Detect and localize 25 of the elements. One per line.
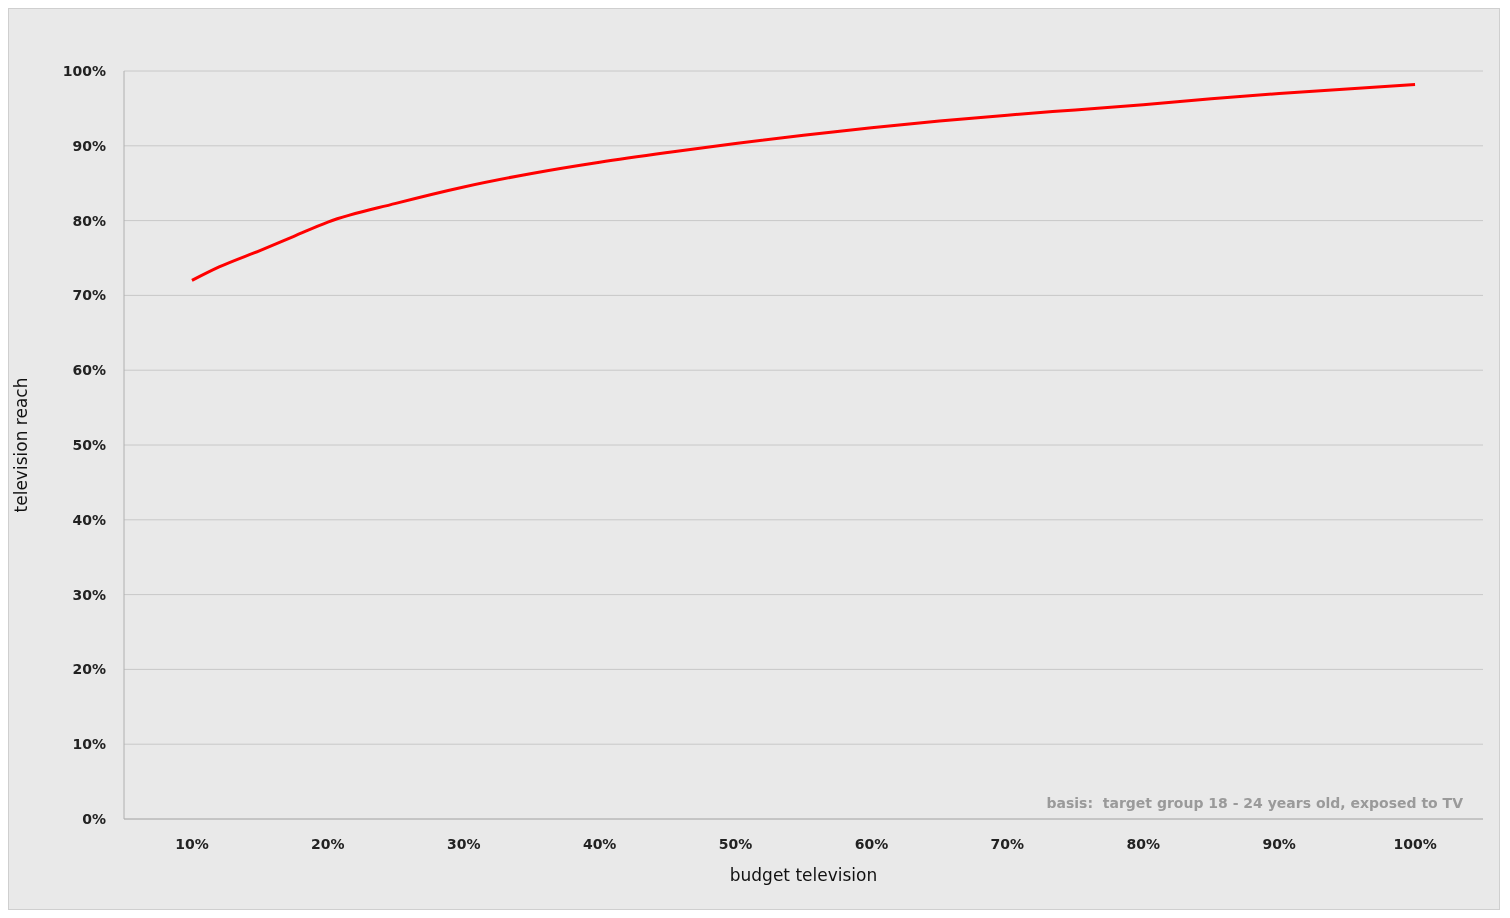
y-tick-label: 40%	[72, 511, 106, 528]
x-tick-label: 70%	[990, 835, 1025, 852]
x-tick-label: 50%	[718, 835, 753, 852]
line-series	[190, 82, 1417, 282]
y-tick-label: 100%	[62, 62, 106, 79]
x-tick-label: 80%	[1126, 835, 1161, 852]
y-tick-label: 90%	[72, 137, 106, 154]
y-tick-label: 50%	[72, 436, 106, 453]
x-axis-title: budget television	[729, 865, 878, 885]
y-tick-label: 80%	[72, 212, 106, 229]
x-tick-label: 90%	[1262, 835, 1296, 852]
y-tick-label: 30%	[72, 586, 106, 603]
x-tick-label: 60%	[854, 835, 889, 852]
y-tick-label: 0%	[82, 810, 106, 827]
x-tick-label: 20%	[311, 835, 345, 852]
x-tick-label: 100%	[1393, 835, 1437, 852]
x-tick-label: 10%	[175, 835, 209, 852]
y-tick-label: 20%	[72, 661, 106, 678]
x-tick-label: 30%	[446, 835, 481, 852]
y-tick-label: 70%	[72, 287, 106, 304]
y-axis-title: television reach	[11, 377, 32, 513]
y-tick-label: 60%	[72, 362, 106, 379]
annotation: basis: target group 18 - 24 years old, exposed to TV	[1046, 795, 1463, 811]
y-tick-label: 10%	[72, 736, 106, 753]
x-tick-label: 40%	[582, 835, 617, 852]
